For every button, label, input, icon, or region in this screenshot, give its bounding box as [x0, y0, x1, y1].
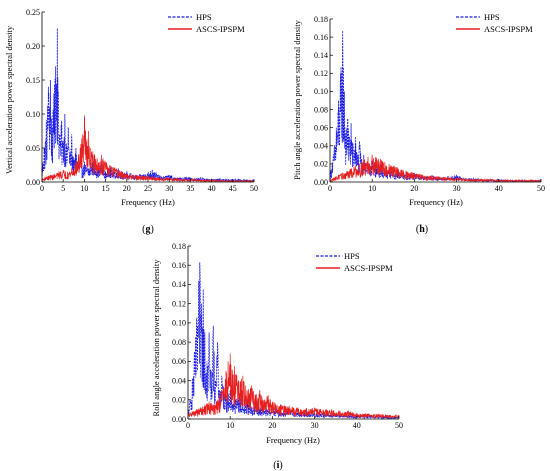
y-tick-label-g-1: 0.05 [26, 144, 40, 153]
x-tick-label-i-0: 0 [186, 421, 190, 430]
panel-g-letter: g [146, 224, 151, 235]
legend-label-i-1: ASCS-IPSPM [344, 263, 393, 273]
y-tick-label-h-8: 0.16 [314, 33, 328, 42]
panel-g-xlabel: Frequency (Hz) [121, 197, 175, 207]
panel-h-pitch-angle-acceleration-psd: Pitch angle acceleration power spectral … [292, 12, 545, 235]
y-tick-label-i-4: 0.08 [172, 338, 186, 347]
panel-i-roll-angle-acceleration-psd: Roll angle acceleration power spectral d… [151, 242, 403, 471]
x-tick-label-g-3: 15 [102, 184, 110, 193]
x-tick-label-i-2: 20 [268, 421, 276, 430]
x-tick-label-h-4: 40 [495, 184, 503, 193]
series-line-g-1 [41, 115, 255, 184]
x-tick-label-h-2: 20 [410, 184, 418, 193]
series-line-i-1 [187, 353, 400, 420]
x-tick-label-h-5: 50 [537, 184, 545, 193]
legend-label-h-0: HPS [484, 12, 500, 22]
y-tick-label-h-9: 0.18 [314, 15, 328, 24]
panel-i-letter: i [277, 460, 280, 471]
y-tick-label-i-6: 0.12 [172, 299, 186, 308]
x-tick-label-g-9: 45 [229, 184, 237, 193]
series-line-i-0 [187, 262, 400, 420]
panel-g-ylabel: Vertical acceleration power spectral den… [4, 25, 14, 174]
y-tick-label-h-0: 0.00 [314, 178, 328, 187]
panel-i-xlabel: Frequency (Hz) [266, 435, 320, 445]
x-tick-label-i-4: 40 [353, 421, 361, 430]
y-tick-label-h-4: 0.08 [314, 105, 328, 114]
y-tick-label-i-0: 0.00 [172, 415, 186, 424]
panel-i-label: (i) [273, 460, 282, 471]
x-tick-label-g-4: 20 [123, 184, 131, 193]
y-tick-label-g-5: 0.25 [26, 8, 40, 17]
y-tick-label-i-8: 0.16 [172, 261, 186, 270]
panel-i-ylabel: Roll angle acceleration power spectral d… [151, 259, 161, 417]
legend-label-g-0: HPS [196, 12, 212, 22]
x-tick-label-h-1: 10 [368, 184, 376, 193]
y-tick-label-g-0: 0.00 [26, 178, 40, 187]
x-tick-label-g-0: 0 [40, 184, 44, 193]
series-line-h-0 [329, 30, 542, 183]
x-tick-label-i-1: 10 [226, 421, 234, 430]
legend-label-g-1: ASCS-IPSPM [196, 24, 245, 34]
y-tick-label-i-1: 0.02 [172, 396, 186, 405]
x-tick-label-g-2: 10 [80, 184, 88, 193]
series-line-g-0 [41, 28, 255, 183]
y-tick-label-i-7: 0.14 [172, 280, 186, 289]
y-tick-label-h-3: 0.06 [314, 123, 328, 132]
panel-h-label: (h) [416, 224, 428, 235]
x-tick-label-h-0: 0 [328, 184, 332, 193]
y-tick-label-i-3: 0.06 [172, 357, 186, 366]
panel-g-label: (g) [142, 224, 154, 235]
x-tick-label-g-10: 50 [250, 184, 258, 193]
x-tick-label-g-1: 5 [61, 184, 65, 193]
y-tick-label-g-2: 0.10 [26, 110, 40, 119]
series-line-h-1 [329, 154, 542, 183]
y-tick-label-i-2: 0.04 [172, 376, 186, 385]
x-tick-label-g-5: 25 [144, 184, 152, 193]
y-tick-label-i-5: 0.10 [172, 319, 186, 328]
x-tick-label-i-3: 30 [311, 421, 319, 430]
y-tick-label-h-2: 0.04 [314, 142, 328, 151]
y-tick-label-h-5: 0.10 [314, 87, 328, 96]
panel-g-vertical-acceleration-psd: Vertical acceleration power spectral den… [4, 8, 258, 235]
legend-label-h-1: ASCS-IPSPM [484, 24, 533, 34]
x-tick-label-h-3: 30 [453, 184, 461, 193]
legend-label-i-0: HPS [344, 251, 360, 261]
y-tick-label-g-4: 0.20 [26, 42, 40, 51]
x-tick-label-i-5: 50 [395, 421, 403, 430]
y-tick-label-g-3: 0.15 [26, 76, 40, 85]
x-tick-label-g-6: 30 [165, 184, 173, 193]
y-tick-label-h-6: 0.12 [314, 69, 328, 78]
panel-h-ylabel: Pitch angle acceleration power spectral … [292, 19, 302, 180]
x-tick-label-g-8: 40 [208, 184, 216, 193]
x-tick-label-g-7: 35 [186, 184, 194, 193]
y-tick-label-h-7: 0.14 [314, 51, 328, 60]
y-tick-label-h-1: 0.02 [314, 160, 328, 169]
y-tick-label-i-9: 0.18 [172, 242, 186, 251]
panel-h-xlabel: Frequency (Hz) [409, 197, 463, 207]
panel-h-letter: h [419, 224, 425, 235]
